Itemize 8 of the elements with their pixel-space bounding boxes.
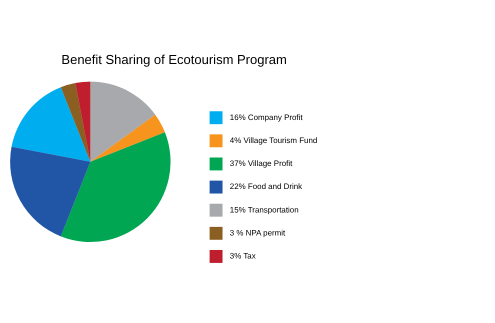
legend-label: 3 % NPA permit <box>230 228 286 238</box>
chart-title: Benefit Sharing of Ecotourism Program <box>61 52 287 68</box>
legend-label: 4% Village Tourism Fund <box>230 136 318 145</box>
legend-label: 22% Food and Drink <box>230 182 302 192</box>
legend-label: 37% Village Profit <box>230 159 294 168</box>
legend-label: 15% Transportation <box>230 205 299 214</box>
legend-label: 16% Company Profit <box>230 112 304 122</box>
legend-label: 3% Tax <box>230 252 256 261</box>
